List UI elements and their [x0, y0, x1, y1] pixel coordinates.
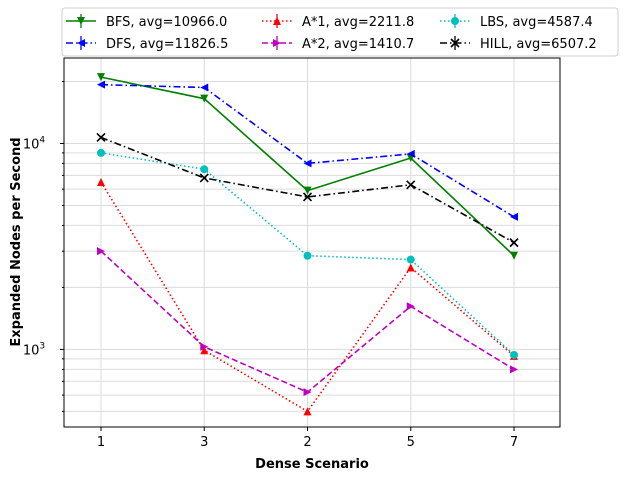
series-marker	[273, 39, 281, 47]
series-marker	[97, 177, 105, 186]
series-marker	[406, 302, 415, 311]
series-marker	[303, 407, 312, 416]
series-marker	[510, 251, 518, 260]
series-marker	[273, 17, 281, 25]
x-axis-ticks: 1 3 2 5 7	[97, 427, 518, 450]
x-axis-title: Dense Scenario	[255, 457, 369, 472]
series-lines	[96, 73, 519, 416]
series-group	[96, 132, 519, 248]
x-tick-label: 7	[510, 435, 518, 450]
series-marker	[451, 17, 459, 25]
series-marker	[302, 192, 313, 202]
legend-label: A*1, avg=2211.8	[302, 15, 414, 30]
legend-box	[61, 7, 619, 57]
legend-label: LBS, avg=4587.4	[480, 15, 593, 30]
legend-label: HILL, avg=6507.2	[480, 37, 597, 52]
series-group	[97, 80, 518, 221]
legend-label: A*2, avg=1410.7	[302, 37, 414, 52]
series-marker	[303, 388, 312, 397]
series-marker	[200, 83, 209, 92]
x-tick-label: 3	[200, 435, 208, 450]
legend-item: HILL, avg=6507.2	[440, 36, 597, 52]
series-marker	[510, 350, 518, 359]
series-marker	[303, 186, 312, 195]
legend-item: BFS, avg=10966.0	[66, 14, 227, 30]
series-marker	[406, 255, 415, 264]
series-marker	[406, 149, 415, 158]
series-marker	[96, 132, 106, 142]
series-line	[100, 136, 515, 244]
series-marker	[200, 165, 209, 174]
y-tick-label: 104	[23, 135, 46, 152]
x-tick-label: 2	[303, 435, 311, 450]
y-axis-ticks: 103 104	[23, 80, 64, 412]
series-marker	[200, 346, 209, 355]
legend-item: DFS, avg=11826.5	[66, 36, 228, 52]
x-tick-label: 5	[407, 435, 415, 450]
series-marker	[97, 148, 105, 157]
series-marker	[510, 212, 518, 221]
series-marker	[77, 17, 85, 25]
legend-item: LBS, avg=4587.4	[440, 14, 593, 30]
x-tick-label: 1	[97, 435, 105, 450]
series-marker	[510, 365, 518, 374]
series-marker	[406, 263, 415, 272]
series-marker	[450, 38, 460, 48]
series-marker	[200, 94, 209, 103]
plot-area-frame	[63, 57, 561, 428]
grid-lines	[64, 58, 560, 427]
series-marker	[200, 342, 209, 351]
series-marker	[406, 180, 416, 190]
series-marker	[77, 39, 85, 47]
series-group	[97, 247, 518, 397]
series-marker	[509, 238, 519, 248]
legend-item: A*1, avg=2211.8	[262, 14, 414, 30]
y-axis-title: Expanded Nodes per Second	[9, 137, 24, 346]
legend: BFS, avg=10966.0 DFS, avg=11826.5 A*1, avg…	[61, 7, 619, 57]
series-marker	[97, 247, 105, 256]
series-marker	[303, 159, 312, 168]
series-group	[97, 148, 518, 359]
legend-label: BFS, avg=10966.0	[106, 15, 227, 30]
series-line	[100, 152, 515, 356]
series-marker	[199, 173, 209, 183]
legend-item: A*2, avg=1410.7	[262, 36, 414, 52]
series-marker	[97, 73, 105, 82]
series-line	[100, 83, 515, 218]
series-marker	[97, 80, 105, 89]
series-marker	[303, 251, 312, 260]
legend-label: DFS, avg=11826.5	[106, 37, 228, 52]
y-tick-label: 103	[23, 341, 45, 358]
